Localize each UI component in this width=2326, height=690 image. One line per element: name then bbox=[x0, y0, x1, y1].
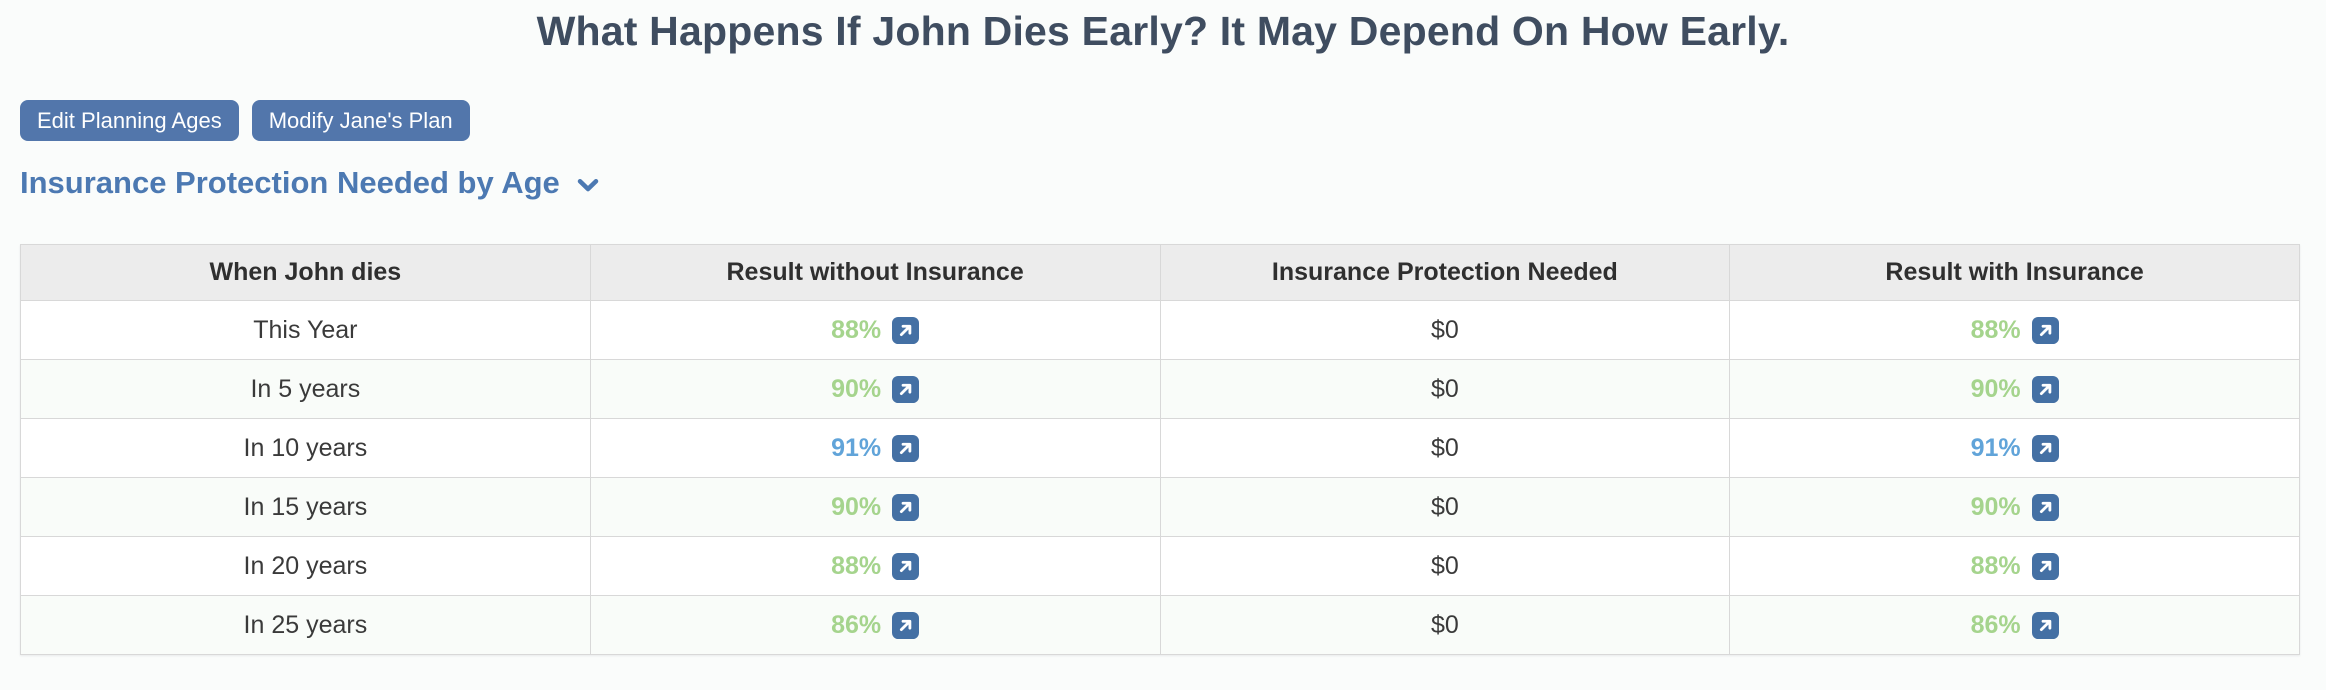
table-header: When John dies Result without Insurance … bbox=[20, 244, 2300, 301]
arrow-up-right-icon[interactable] bbox=[892, 375, 920, 403]
table-body: This Year 88% $0 88% bbox=[20, 300, 2300, 655]
table-row: In 15 years 90% $0 90% bbox=[20, 477, 2300, 537]
result-without-cell: 90% bbox=[589, 477, 1161, 537]
result-with-cell: 88% bbox=[1729, 536, 2300, 596]
when-cell: In 20 years bbox=[20, 536, 591, 596]
edit-planning-ages-button[interactable]: Edit Planning Ages bbox=[20, 100, 239, 141]
column-header-insurance-protection-needed: Insurance Protection Needed bbox=[1159, 244, 1731, 301]
result-without-value: 86% bbox=[831, 610, 882, 639]
protection-needed-value: $0 bbox=[1430, 551, 1459, 580]
result-with-cell: 90% bbox=[1729, 359, 2300, 419]
arrow-up-right-icon[interactable] bbox=[2031, 493, 2059, 521]
table-row: In 10 years 91% $0 91% bbox=[20, 418, 2300, 478]
table-row: In 5 years 90% $0 90% bbox=[20, 359, 2300, 419]
protection-needed-cell: $0 bbox=[1159, 595, 1731, 655]
result-with-cell: 86% bbox=[1729, 595, 2300, 655]
section-heading-label: Insurance Protection Needed by Age bbox=[20, 165, 560, 200]
column-header-result-with-insurance: Result with Insurance bbox=[1729, 244, 2300, 301]
protection-needed-value: $0 bbox=[1430, 492, 1459, 521]
arrow-up-right-icon[interactable] bbox=[2031, 316, 2059, 344]
protection-needed-value: $0 bbox=[1430, 610, 1459, 639]
page-title: What Happens If John Dies Early? It May … bbox=[536, 8, 1790, 54]
arrow-up-right-icon[interactable] bbox=[2031, 611, 2059, 639]
protection-needed-cell: $0 bbox=[1159, 300, 1731, 360]
when-cell: This Year bbox=[20, 300, 591, 360]
toolbar: Edit Planning Ages Modify Jane's Plan bbox=[20, 100, 2306, 141]
result-without-cell: 88% bbox=[589, 300, 1161, 360]
table-row: This Year 88% $0 88% bbox=[20, 300, 2300, 360]
result-without-value: 90% bbox=[831, 374, 882, 403]
arrow-up-right-icon[interactable] bbox=[892, 493, 920, 521]
insurance-protection-table: When John dies Result without Insurance … bbox=[20, 244, 2300, 655]
insurance-table-container: When John dies Result without Insurance … bbox=[20, 244, 2300, 655]
result-without-value: 88% bbox=[831, 551, 882, 580]
result-without-cell: 88% bbox=[589, 536, 1161, 596]
result-with-cell: 90% bbox=[1729, 477, 2300, 537]
result-with-value: 88% bbox=[1970, 551, 2021, 580]
protection-needed-value: $0 bbox=[1430, 433, 1459, 462]
modify-janes-plan-button[interactable]: Modify Jane's Plan bbox=[251, 100, 470, 141]
arrow-up-right-icon[interactable] bbox=[892, 611, 920, 639]
protection-needed-cell: $0 bbox=[1159, 359, 1731, 419]
result-with-cell: 91% bbox=[1729, 418, 2300, 478]
result-with-value: 91% bbox=[1970, 433, 2021, 462]
result-with-value: 90% bbox=[1970, 492, 2021, 521]
protection-needed-cell: $0 bbox=[1159, 536, 1731, 596]
table-row: In 20 years 88% $0 88% bbox=[20, 536, 2300, 596]
arrow-up-right-icon[interactable] bbox=[2031, 375, 2059, 403]
result-without-value: 88% bbox=[831, 315, 882, 344]
arrow-up-right-icon[interactable] bbox=[2031, 434, 2059, 462]
arrow-up-right-icon[interactable] bbox=[892, 434, 920, 462]
result-without-cell: 86% bbox=[589, 595, 1161, 655]
result-with-value: 86% bbox=[1970, 610, 2021, 639]
arrow-up-right-icon[interactable] bbox=[892, 552, 920, 580]
section-heading-toggle[interactable]: Insurance Protection Needed by Age bbox=[20, 165, 604, 201]
result-without-cell: 91% bbox=[589, 418, 1161, 478]
result-without-value: 91% bbox=[831, 433, 882, 462]
arrow-up-right-icon[interactable] bbox=[2031, 552, 2059, 580]
column-header-result-without-insurance: Result without Insurance bbox=[589, 244, 1161, 301]
protection-needed-cell: $0 bbox=[1159, 418, 1731, 478]
chevron-down-icon bbox=[572, 169, 604, 201]
result-with-cell: 88% bbox=[1729, 300, 2300, 360]
when-cell: In 25 years bbox=[20, 595, 591, 655]
when-cell: In 5 years bbox=[20, 359, 591, 419]
result-with-value: 90% bbox=[1970, 374, 2021, 403]
arrow-up-right-icon[interactable] bbox=[892, 316, 920, 344]
table-row: In 25 years 86% $0 86% bbox=[20, 595, 2300, 655]
result-without-value: 90% bbox=[831, 492, 882, 521]
protection-needed-value: $0 bbox=[1430, 374, 1459, 403]
protection-needed-value: $0 bbox=[1430, 315, 1459, 344]
column-header-when-john-dies: When John dies bbox=[20, 244, 591, 301]
when-cell: In 10 years bbox=[20, 418, 591, 478]
protection-needed-cell: $0 bbox=[1159, 477, 1731, 537]
when-cell: In 15 years bbox=[20, 477, 591, 537]
result-with-value: 88% bbox=[1970, 315, 2021, 344]
result-without-cell: 90% bbox=[589, 359, 1161, 419]
